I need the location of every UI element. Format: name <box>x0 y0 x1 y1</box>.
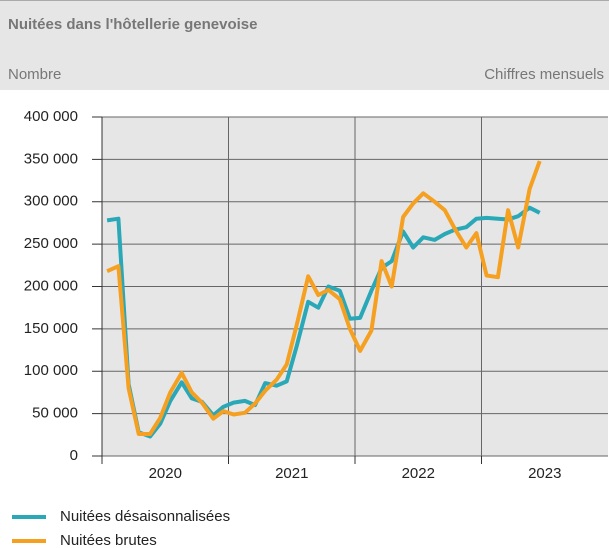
y-tick-label: 350 000 <box>24 150 78 167</box>
x-tick-label: 2020 <box>149 465 182 482</box>
chart-subtitle: Chiffres mensuels <box>484 66 604 83</box>
y-tick-label: 150 000 <box>24 320 78 337</box>
y-tick-label: 50 000 <box>32 405 78 422</box>
x-tick-label: 2023 <box>528 465 561 482</box>
y-tick-label: 250 000 <box>24 235 78 252</box>
y-tick-label: 100 000 <box>24 362 78 379</box>
y-tick-label: 300 000 <box>24 193 78 210</box>
y-tick-label: 400 000 <box>24 108 78 125</box>
header-background <box>0 0 609 90</box>
y-axis-label: Nombre <box>8 66 61 83</box>
y-tick-label: 200 000 <box>24 277 78 294</box>
legend-label: Nuitées brutes <box>60 532 157 548</box>
data-line <box>106 205 541 439</box>
x-tick-label: 2021 <box>275 465 308 482</box>
data-line <box>106 160 542 436</box>
legend-label: Nuitées désaisonnalisées <box>60 508 230 525</box>
chart-title: Nuitées dans l'hôtellerie genevoise <box>8 16 258 33</box>
y-tick-label: 0 <box>70 447 78 464</box>
x-tick-label: 2022 <box>402 465 435 482</box>
